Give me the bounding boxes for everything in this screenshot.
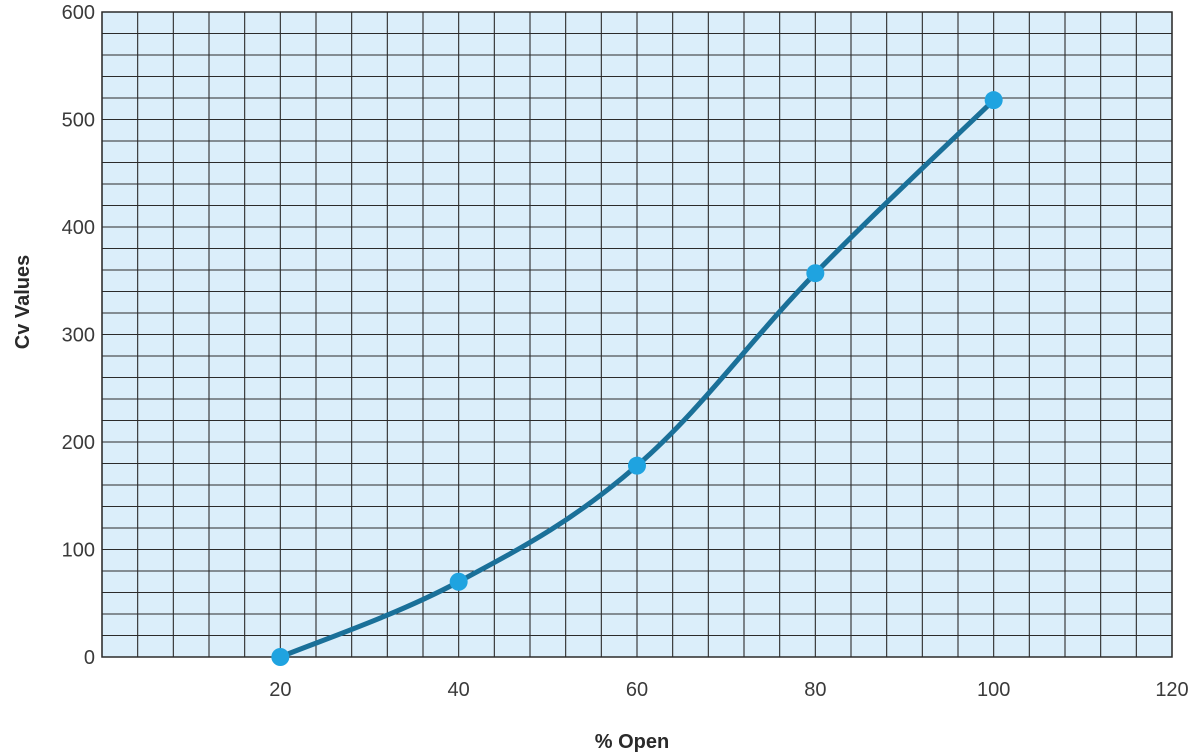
y-axis-ticks: 0 100 200 300 400 500 600 — [62, 2, 95, 669]
data-point — [271, 648, 290, 666]
series-line — [277, 97, 997, 660]
y-tick-label: 200 — [62, 432, 95, 454]
y-tick-label: 600 — [62, 2, 95, 24]
x-tick-label: 80 — [804, 679, 826, 701]
y-tick-label: 500 — [62, 110, 95, 132]
data-point — [449, 572, 468, 591]
grid — [101, 11, 1173, 658]
series-layer — [271, 91, 1003, 666]
x-tick-label: 20 — [269, 679, 291, 701]
data-point — [984, 91, 1003, 110]
y-tick-label: 0 — [84, 647, 95, 669]
y-tick-label: 400 — [62, 217, 95, 239]
y-tick-label: 300 — [62, 325, 95, 347]
plot-border — [101, 11, 1173, 658]
y-tick-label: 100 — [62, 540, 95, 562]
x-tick-label: 100 — [977, 679, 1010, 701]
x-axis-ticks: 20 40 60 80 100 120 — [269, 679, 1188, 701]
data-point — [628, 456, 646, 475]
y-axis-title: Cv Values — [12, 255, 34, 350]
x-tick-label: 60 — [626, 679, 648, 701]
x-axis-title: % Open — [595, 731, 669, 753]
data-point — [806, 264, 825, 283]
x-tick-label: 120 — [1155, 679, 1188, 701]
x-tick-label: 40 — [448, 679, 470, 701]
